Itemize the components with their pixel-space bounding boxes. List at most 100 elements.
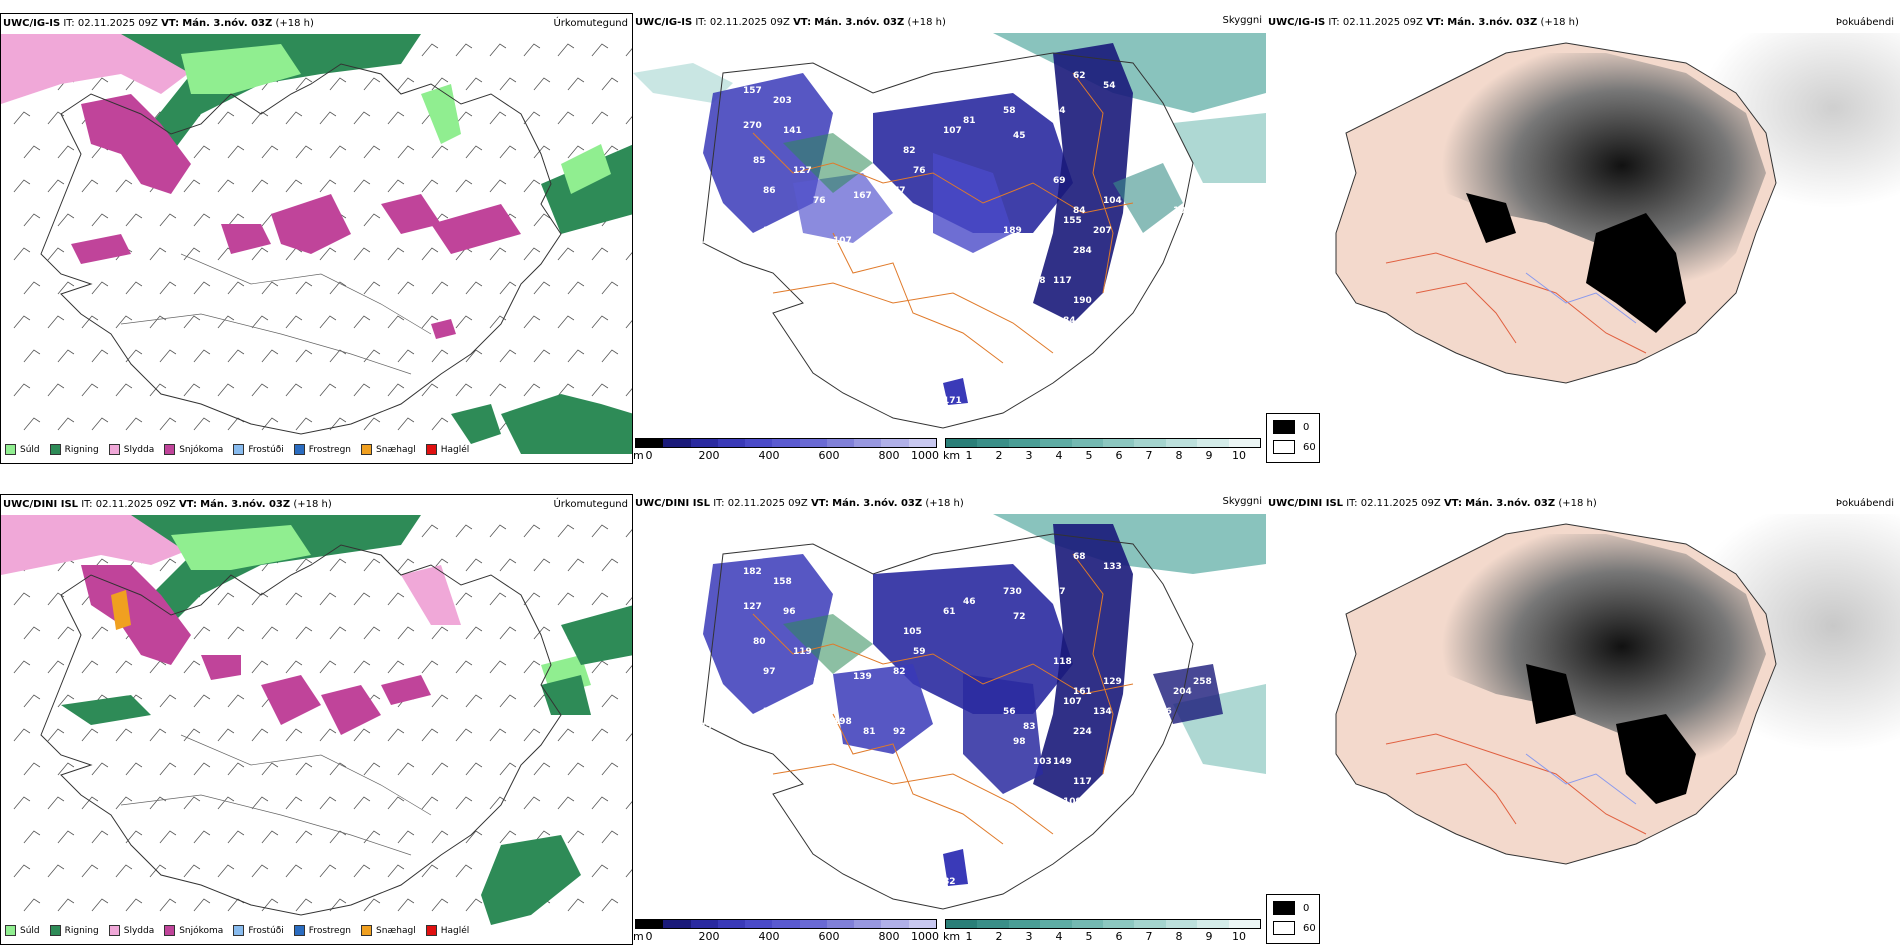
cloud-height-label: 84 xyxy=(1073,206,1086,216)
wind-barb xyxy=(285,179,303,193)
wind-barb xyxy=(523,524,541,538)
wind-barb xyxy=(183,660,201,674)
wind-barb xyxy=(91,213,109,227)
wind-barb xyxy=(227,694,245,708)
cloud-height-label: 107 xyxy=(1063,697,1082,707)
wind-barb xyxy=(47,247,65,261)
wind-barb xyxy=(533,145,551,159)
wind-barb xyxy=(125,830,143,844)
wind-barb xyxy=(13,315,31,329)
cloud-height-label: 167 xyxy=(853,191,872,201)
wind-barb xyxy=(47,592,65,606)
wind-barb xyxy=(115,179,133,193)
wind-barb xyxy=(455,592,473,606)
precip-panel-row1: UWC/IG-IS IT: 02.11.2025 09Z VT: Mán. 3.… xyxy=(0,13,633,464)
wind-barb xyxy=(431,830,449,844)
wind-barb xyxy=(125,281,143,295)
wind-barb xyxy=(523,592,541,606)
wind-barb xyxy=(159,762,177,776)
cloud-height-label: 134 xyxy=(813,677,832,687)
wind-barb xyxy=(591,728,609,742)
legend-item: Haglél xyxy=(425,925,469,936)
wind-barb xyxy=(567,558,585,572)
wind-barb xyxy=(125,898,143,912)
wind-barb xyxy=(455,796,473,810)
cloud-map: 157 203 270 141 85 127 86 76 167 120 66 107 88 83 126 8… xyxy=(633,33,1266,429)
wind-barb xyxy=(363,213,381,227)
wind-barb xyxy=(47,864,65,878)
legend-item: Frostúði xyxy=(233,925,284,936)
precip-legend: Súld Rigning Slydda Snjókoma Frostúði Fr… xyxy=(5,925,470,936)
wind-barb xyxy=(295,281,313,295)
wind-barb xyxy=(465,558,483,572)
wind-barb xyxy=(499,77,517,91)
cloud-height-label: 149 xyxy=(1053,757,1072,767)
wind-barb xyxy=(489,524,507,538)
variable-name: Þokuábendi xyxy=(1835,498,1894,509)
cloud-height-label: 126 xyxy=(853,276,872,286)
wind-barb xyxy=(23,626,41,640)
fog-panel-row2: UWC/DINI ISL IT: 02.11.2025 09Z VT: Mán.… xyxy=(1266,494,1900,945)
wind-barb xyxy=(329,281,347,295)
wind-barb xyxy=(115,728,133,742)
wind-barb xyxy=(397,830,415,844)
wind-barb xyxy=(591,796,609,810)
wind-barb xyxy=(149,383,167,397)
fog-legend: 0 60 xyxy=(1266,894,1320,944)
wind-barb xyxy=(329,145,347,159)
wind-barb xyxy=(149,728,167,742)
wind-barb xyxy=(217,179,235,193)
cloud-height-label: 97 xyxy=(763,667,776,677)
wind-barb xyxy=(431,694,449,708)
cloud-height-label: 104 xyxy=(1103,196,1122,206)
cloud-height-label: 103 xyxy=(1033,757,1052,767)
cloud-height-label: 81 xyxy=(863,727,876,737)
wind-barb xyxy=(499,694,517,708)
wind-barb xyxy=(81,660,99,674)
wind-barb xyxy=(285,111,303,125)
legend-item: Súld xyxy=(5,925,40,936)
wind-barb xyxy=(261,830,279,844)
wind-barb xyxy=(251,660,269,674)
cloud-height-label: 118 xyxy=(1053,657,1072,667)
wind-barb xyxy=(81,864,99,878)
wind-barb xyxy=(465,145,483,159)
cloud-height-label: 83 xyxy=(893,246,906,256)
wind-barb xyxy=(81,796,99,810)
wind-barb xyxy=(319,728,337,742)
visibility-colorbar: km 1 2 3 4 5 6 7 8 9 10 xyxy=(943,438,1261,462)
wind-barb xyxy=(159,417,177,431)
wind-barb xyxy=(183,315,201,329)
legend-item: Snæhagl xyxy=(361,444,416,455)
wind-barb xyxy=(591,864,609,878)
wind-barb xyxy=(193,349,211,363)
wind-barb xyxy=(183,247,201,261)
wind-barb xyxy=(567,77,585,91)
wind-barb xyxy=(601,694,619,708)
wind-barb xyxy=(363,145,381,159)
wind-barb xyxy=(387,728,405,742)
wind-barb xyxy=(329,626,347,640)
wind-barb xyxy=(13,383,31,397)
cloud-height-label: 190 xyxy=(1073,296,1092,306)
cloud-panel-row1: UWC/IG-IS IT: 02.11.2025 09Z VT: Mán. 3.… xyxy=(633,13,1266,464)
wind-barb xyxy=(13,864,31,878)
cloud-height-label: 107 xyxy=(943,126,962,136)
cloud-height-label: 68 xyxy=(1073,552,1086,562)
cloud-height-label: 127 xyxy=(743,602,762,612)
wind-barb xyxy=(387,864,405,878)
wind-barb xyxy=(625,116,632,125)
wind-barb xyxy=(261,417,279,431)
wind-barb xyxy=(591,383,609,397)
cloud-height-label: 65 xyxy=(1013,256,1026,266)
wind-barb xyxy=(353,247,371,261)
wind-barb xyxy=(251,111,269,125)
wind-barb xyxy=(353,111,371,125)
wind-barb xyxy=(397,281,415,295)
wind-barb xyxy=(601,830,619,844)
cloud-height-label: 76 xyxy=(913,166,926,176)
wind-barb xyxy=(489,592,507,606)
variable-name: Skyggni xyxy=(1222,15,1262,26)
wind-barb xyxy=(149,796,167,810)
panel-header: UWC/IG-IS IT: 02.11.2025 09Z VT: Mán. 3.… xyxy=(3,18,314,29)
